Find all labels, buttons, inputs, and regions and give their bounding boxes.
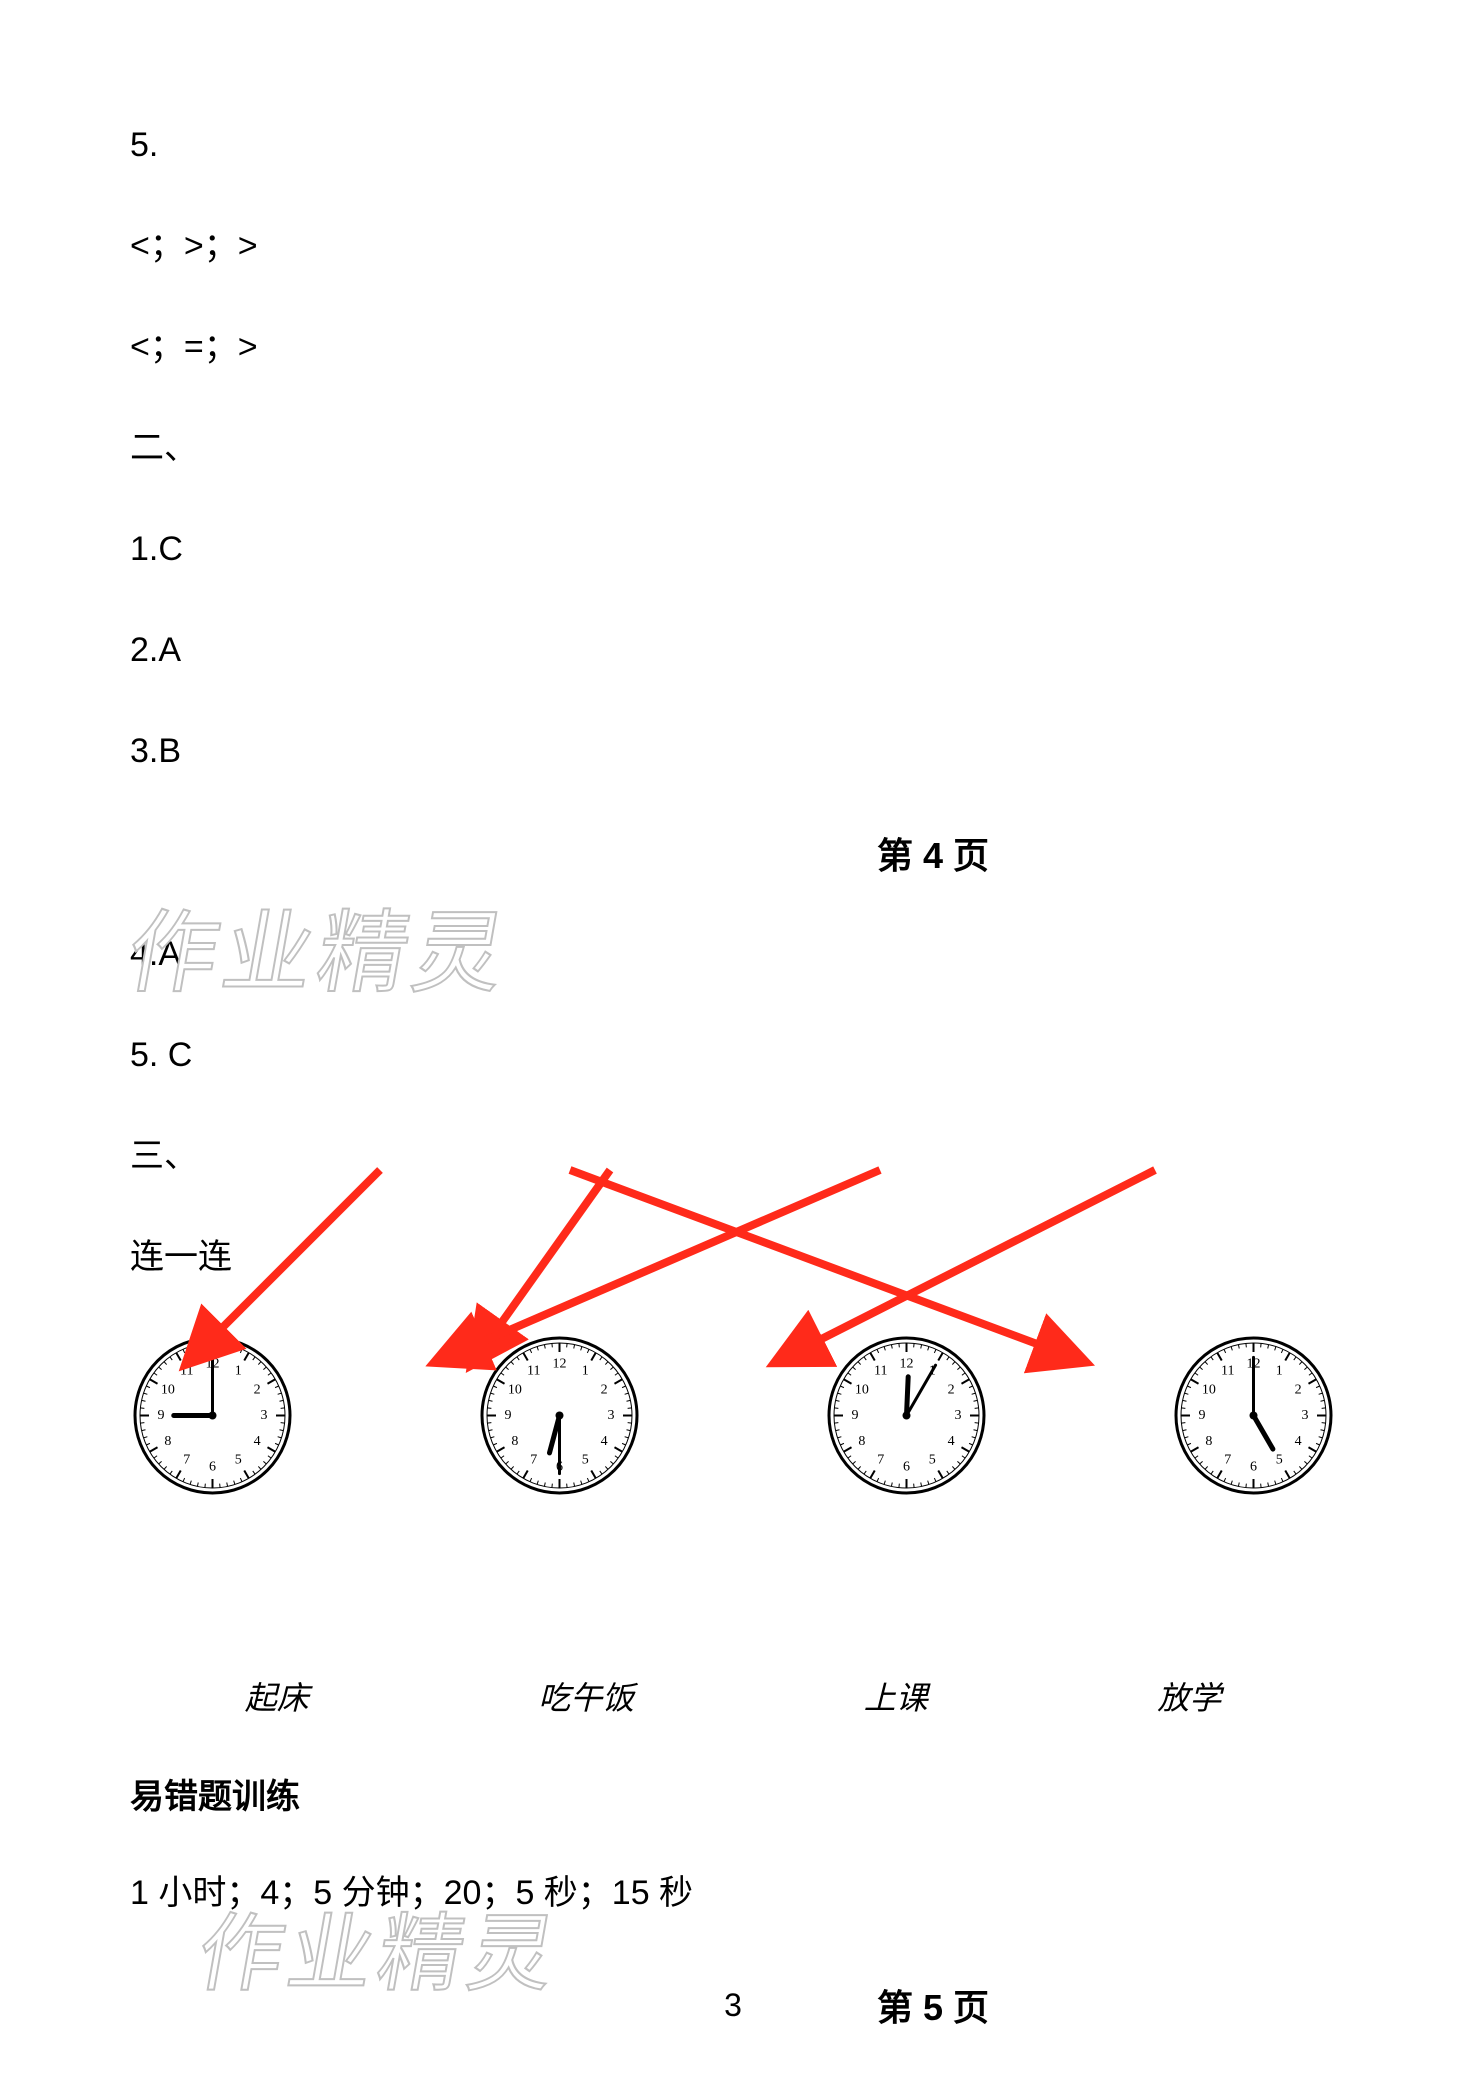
svg-text:8: 8 <box>1205 1434 1212 1449</box>
label-dismiss: 放学 <box>1157 1673 1221 1719</box>
clock-4: 123456789101112 <box>1171 1333 1336 1503</box>
svg-text:9: 9 <box>1199 1408 1206 1423</box>
svg-text:8: 8 <box>511 1434 518 1449</box>
svg-text:2: 2 <box>948 1382 955 1397</box>
svg-text:11: 11 <box>180 1363 193 1378</box>
svg-text:7: 7 <box>183 1453 190 1468</box>
svg-text:7: 7 <box>530 1453 537 1468</box>
clock-2: 123456789101112 <box>477 1333 642 1503</box>
svg-text:7: 7 <box>1224 1453 1231 1468</box>
answer-1c: 1.C <box>130 524 1336 575</box>
svg-text:3: 3 <box>608 1408 615 1423</box>
clock-3: 123456789101112 <box>824 1333 989 1503</box>
answer-line-5: 5. <box>130 120 1336 171</box>
svg-text:11: 11 <box>1221 1363 1234 1378</box>
svg-text:1: 1 <box>582 1363 589 1378</box>
answer-4a: 4.A <box>130 929 1336 980</box>
svg-text:9: 9 <box>158 1408 165 1423</box>
svg-text:4: 4 <box>1295 1434 1302 1449</box>
answer-line-comparison-2: <；=；> <box>130 322 1336 373</box>
answer-line-comparison-1: <；>；> <box>130 221 1336 272</box>
svg-text:7: 7 <box>877 1453 884 1468</box>
svg-text:4: 4 <box>948 1434 955 1449</box>
svg-text:1: 1 <box>1276 1363 1283 1378</box>
svg-text:12: 12 <box>900 1357 914 1372</box>
error-training-label: 易错题训练 <box>130 1769 1336 1818</box>
labels-row: 起床 吃午饭 上课 放学 <box>130 1673 1336 1719</box>
svg-text:8: 8 <box>858 1434 865 1449</box>
svg-text:5: 5 <box>235 1453 242 1468</box>
label-class: 上课 <box>864 1673 928 1719</box>
page-number: 3 <box>724 1987 742 2024</box>
clock-1: 123456789101112 <box>130 1333 295 1503</box>
answer-5c: 5. C <box>130 1030 1336 1081</box>
svg-text:4: 4 <box>254 1434 261 1449</box>
svg-text:8: 8 <box>164 1434 171 1449</box>
svg-text:10: 10 <box>855 1382 869 1397</box>
section-2-label: 二、 <box>130 423 1336 474</box>
svg-text:5: 5 <box>1276 1453 1283 1468</box>
svg-text:3: 3 <box>261 1408 268 1423</box>
svg-text:6: 6 <box>1250 1460 1257 1475</box>
label-wake-up: 起床 <box>245 1673 309 1719</box>
svg-text:10: 10 <box>1202 1382 1216 1397</box>
svg-text:9: 9 <box>852 1408 859 1423</box>
svg-text:11: 11 <box>874 1363 887 1378</box>
section-3-label: 三、 <box>130 1131 1336 1182</box>
svg-text:6: 6 <box>903 1460 910 1475</box>
svg-text:1: 1 <box>235 1363 242 1378</box>
svg-text:3: 3 <box>1302 1408 1309 1423</box>
clocks-row: 123456789101112 123456789101112 12345678… <box>130 1333 1336 1503</box>
answer-3b: 3.B <box>130 726 1336 777</box>
svg-text:11: 11 <box>527 1363 540 1378</box>
svg-text:2: 2 <box>254 1382 261 1397</box>
answer-2a: 2.A <box>130 625 1336 676</box>
svg-text:4: 4 <box>601 1434 608 1449</box>
svg-text:9: 9 <box>505 1408 512 1423</box>
svg-text:5: 5 <box>929 1453 936 1468</box>
page-4-heading: 第 4 页 <box>530 827 1336 879</box>
svg-text:10: 10 <box>161 1382 175 1397</box>
label-lunch: 吃午饭 <box>538 1673 634 1719</box>
matching-label: 连一连 <box>130 1232 1336 1283</box>
page-5-heading: 第 5 页 <box>530 1979 1336 2031</box>
time-answers: 1 小时；4；5 分钟；20；5 秒；15 秒 <box>130 1868 1336 1919</box>
svg-text:12: 12 <box>553 1357 567 1372</box>
svg-text:3: 3 <box>955 1408 962 1423</box>
svg-text:2: 2 <box>1295 1382 1302 1397</box>
svg-text:6: 6 <box>209 1460 216 1475</box>
svg-text:5: 5 <box>582 1453 589 1468</box>
svg-text:2: 2 <box>601 1382 608 1397</box>
svg-text:10: 10 <box>508 1382 522 1397</box>
